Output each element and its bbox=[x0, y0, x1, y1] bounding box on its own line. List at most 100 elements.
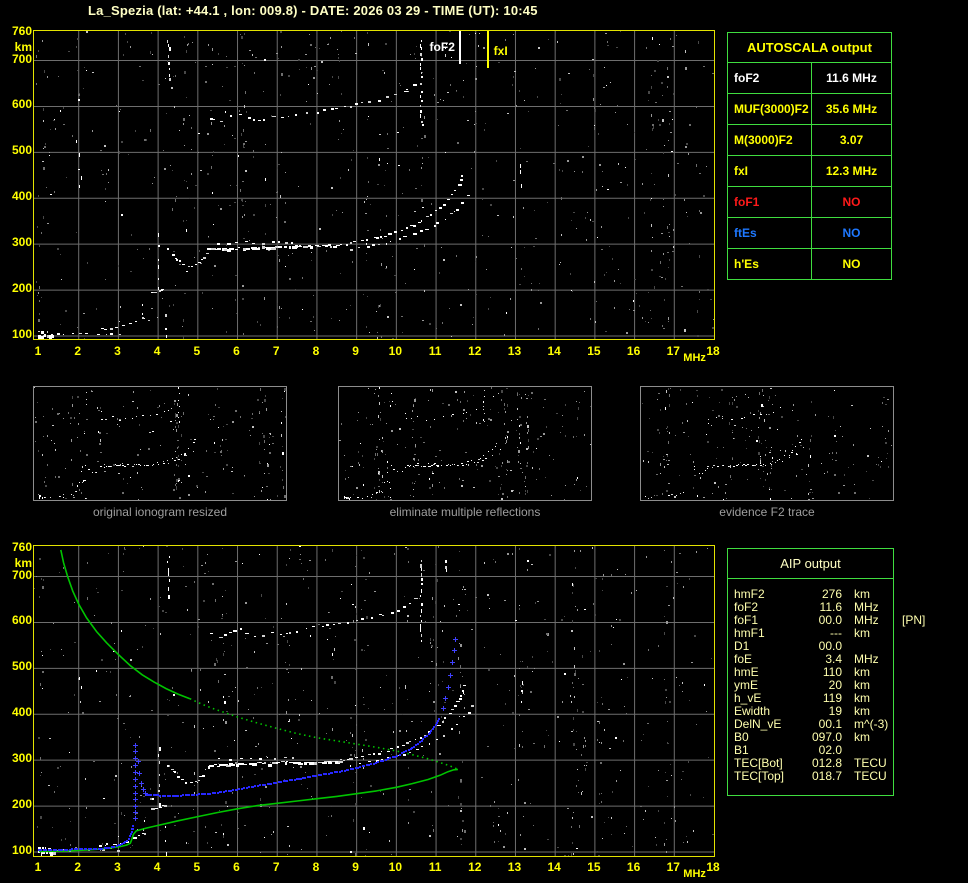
y-tick-label: 500 bbox=[11, 659, 32, 674]
bottom-ionogram-canvas bbox=[34, 546, 714, 856]
autoscala-row: foF1 NO bbox=[728, 186, 891, 217]
x-tick-label: 7 bbox=[272, 344, 280, 358]
autoscala-output-table: AUTOSCALA output foF2 11.6 MHz MUF(3000)F2… bbox=[727, 32, 892, 280]
aip-row-value: 00.0 bbox=[818, 613, 842, 627]
x-tick-label: 14 bbox=[547, 344, 561, 358]
thumbnail-canvas bbox=[642, 388, 892, 500]
autoscala-header: AUTOSCALA output bbox=[747, 40, 872, 55]
aip-row: ymE 20 km bbox=[728, 679, 893, 692]
x-tick-label: 4 bbox=[153, 344, 161, 358]
x-tick-label: 1 bbox=[34, 860, 42, 874]
aip-row-name: h_vE bbox=[734, 691, 762, 705]
thumbnail-canvas bbox=[339, 387, 591, 500]
x-tick-label: 8 bbox=[312, 860, 320, 874]
aip-row-note bbox=[892, 770, 902, 783]
aip-rows: hmF2 276 km foF2 11.6 MHz foF1 00.0 MHz [PN] hmF1 -… bbox=[728, 579, 925, 783]
y-tick-label: 760 bbox=[11, 540, 32, 554]
aip-row-value: --- bbox=[830, 626, 842, 640]
fxi-marker-label: fxI bbox=[493, 44, 508, 58]
autoscala-row: h'Es NO bbox=[728, 248, 891, 279]
autoscala-row-value: 3.07 bbox=[839, 133, 864, 147]
thumbnail-caption: eliminate multiple reflections bbox=[389, 505, 541, 519]
aip-row-name: ymE bbox=[734, 678, 758, 692]
autoscala-row-label: h'Es bbox=[728, 249, 812, 279]
aip-row-unit: m^(-3) bbox=[854, 717, 889, 731]
x-tick-label: 9 bbox=[352, 860, 359, 874]
grid-lines bbox=[34, 546, 714, 856]
aip-row-unit: MHz bbox=[854, 600, 879, 614]
aip-row-unit: km bbox=[854, 665, 870, 679]
grid-lines bbox=[34, 31, 714, 339]
top-ionogram-canvas bbox=[34, 31, 714, 339]
aip-row-note bbox=[892, 627, 902, 640]
thumbnail-caption: original ionogram resized bbox=[92, 505, 228, 519]
aip-row-value: 11.6 bbox=[819, 600, 842, 614]
autoscala-row-value: 11.6 MHz bbox=[826, 71, 877, 85]
aip-row-name: B1 bbox=[734, 743, 749, 757]
aip-row-unit: km bbox=[854, 587, 870, 601]
y-tick-label: 700 bbox=[11, 51, 32, 66]
aip-row-value: 02.0 bbox=[818, 743, 842, 757]
y-tick-label: 200 bbox=[11, 797, 32, 812]
profile-curve bbox=[38, 549, 459, 853]
x-tick-label: 9 bbox=[352, 344, 359, 358]
y-tick-label: 300 bbox=[11, 751, 32, 766]
x-tick-label: 12 bbox=[468, 860, 482, 874]
x-tick-label: 12 bbox=[468, 344, 482, 358]
aip-row-note bbox=[892, 757, 902, 770]
y-tick-label: 500 bbox=[11, 143, 32, 158]
x-axis-unit-label: MHz bbox=[683, 352, 706, 364]
aip-row: hmF2 276 km bbox=[728, 588, 893, 601]
x-tick-label: 15 bbox=[587, 860, 601, 874]
aip-row-unit: km bbox=[854, 626, 870, 640]
aip-row: TEC[Bot] 012.8 TECU bbox=[728, 757, 893, 770]
fof2-marker-label: foF2 bbox=[429, 40, 455, 54]
x-axis-unit-label: MHz bbox=[683, 868, 706, 880]
aip-row: hmF1 --- km bbox=[728, 627, 893, 640]
thumbnail-1 bbox=[33, 386, 287, 501]
aip-row: B1 02.0 bbox=[728, 744, 893, 757]
thumbnail-caption: evidence F2 trace bbox=[719, 505, 815, 519]
aip-row-note bbox=[892, 744, 902, 757]
aip-row-name: DelN_vE bbox=[734, 717, 782, 731]
aip-row-name: D1 bbox=[734, 639, 750, 653]
y-tick-label: 400 bbox=[11, 189, 32, 204]
echo-trace-layer bbox=[344, 390, 521, 500]
aip-row-unit: MHz bbox=[854, 652, 879, 666]
aip-row: foF1 00.0 MHz [PN] bbox=[728, 613, 925, 627]
autoscala-row-value: 12.3 MHz bbox=[825, 164, 878, 178]
echo-trace-layer bbox=[39, 392, 215, 499]
aip-row-unit: TECU bbox=[854, 756, 887, 770]
noise-speckle-layer bbox=[642, 388, 892, 500]
noise-speckle-layer bbox=[34, 387, 286, 500]
aip-row-value: 276 bbox=[821, 587, 842, 601]
echo-trace-layer bbox=[645, 407, 804, 499]
aip-row-note: [PN] bbox=[902, 613, 926, 627]
aip-row-value: 00.0 bbox=[818, 639, 842, 653]
aip-row-name: TEC[Bot] bbox=[734, 756, 783, 770]
restored-trace bbox=[38, 637, 458, 851]
fof2-marker-line bbox=[459, 31, 461, 64]
autoscala-row-value: 35.6 MHz bbox=[825, 102, 878, 116]
autoscala-rows: foF2 11.6 MHz MUF(3000)F2 35.6 MHz M(3000)F2… bbox=[728, 62, 891, 279]
aip-row-note bbox=[892, 692, 902, 705]
x-tick-label: 5 bbox=[193, 860, 201, 874]
aip-row-unit: km bbox=[854, 704, 870, 718]
x-tick-label: 6 bbox=[233, 860, 240, 874]
aip-row: TEC[Top] 018.7 TECU bbox=[728, 770, 893, 783]
aip-row-value: 3.4 bbox=[825, 652, 842, 666]
aip-row-unit: km bbox=[854, 678, 870, 692]
y-tick-label: 100 bbox=[11, 843, 32, 857]
autoscala-row: M(3000)F2 3.07 bbox=[728, 124, 891, 155]
y-tick-label: 400 bbox=[11, 705, 32, 720]
aip-header: AIP output bbox=[728, 549, 893, 579]
autoscala-row: MUF(3000)F2 35.6 MHz bbox=[728, 93, 891, 124]
x-tick-label: 3 bbox=[114, 860, 121, 874]
x-tick-label: 16 bbox=[626, 344, 641, 358]
x-tick-label: 3 bbox=[114, 344, 121, 358]
aip-row: Ewidth 19 km bbox=[728, 705, 893, 718]
aip-row-note bbox=[892, 588, 902, 601]
aip-row-value: 00.1 bbox=[818, 717, 842, 731]
y-tick-label: 760 bbox=[11, 24, 32, 38]
x-tick-label: 14 bbox=[547, 860, 561, 874]
